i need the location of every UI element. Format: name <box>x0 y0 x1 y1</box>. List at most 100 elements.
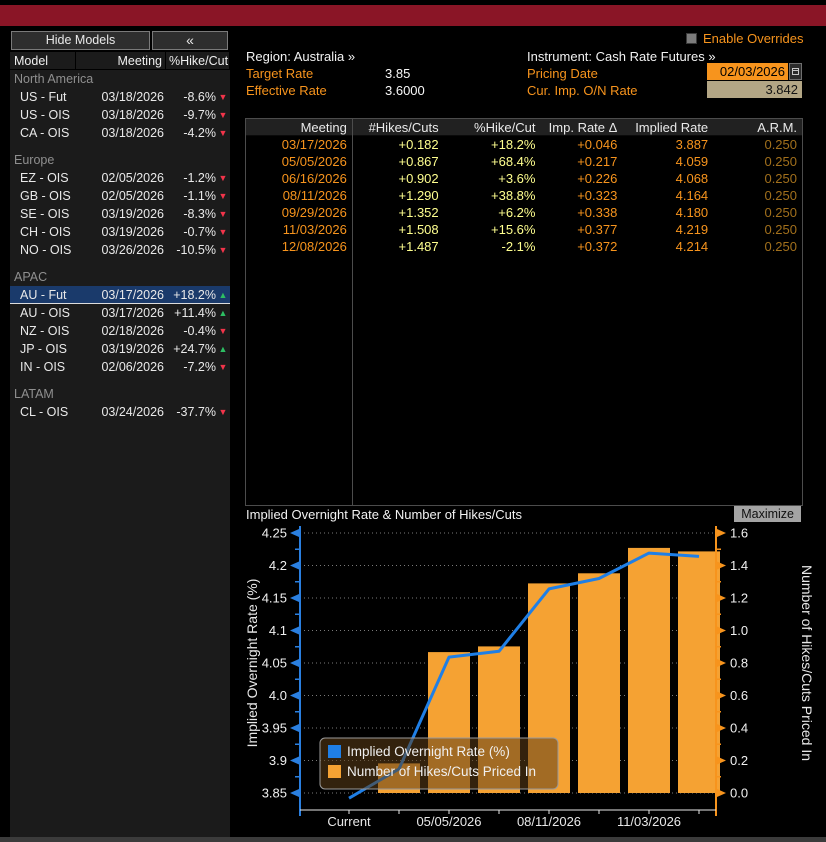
hike-cut-value: -1.2% <box>183 171 216 185</box>
table-header-row: Meeting #Hikes/Cuts %Hike/Cut Imp. Rate … <box>246 119 802 136</box>
model-row[interactable]: IN - OIS 02/06/2026 -7.2% ▼ <box>10 358 230 376</box>
right-tick-arrow-icon <box>717 789 726 797</box>
hike-cut-value: -8.3% <box>183 207 216 221</box>
enable-overrides-row: Enable Overrides <box>686 31 803 46</box>
combo-chart[interactable]: Implied Overnight Rate (%) Number of Hike… <box>240 524 826 837</box>
left-tick-label: 4.2 <box>269 558 287 573</box>
region-selector[interactable]: Region: Australia » <box>246 49 356 64</box>
table-cell: 0.250 <box>764 171 798 186</box>
header-pct-hike-cut: %Hike/Cut <box>474 120 536 135</box>
right-tick-label: 1.6 <box>730 526 748 541</box>
model-group-label: LATAM <box>14 387 54 401</box>
table-row[interactable]: 11/03/2026 +1.508 +15.6% +0.377 4.219 0.250 <box>246 221 802 238</box>
hikes-cuts-bar <box>578 573 620 793</box>
left-axis-title: Implied Overnight Rate (%) <box>244 579 260 748</box>
header-meeting: Meeting <box>300 120 347 135</box>
pricing-date-label: Pricing Date <box>527 66 598 81</box>
model-name: CL - OIS <box>20 405 69 419</box>
meeting-date: 03/18/2026 <box>101 90 164 104</box>
model-name: JP - OIS <box>20 342 68 356</box>
down-triangle-icon: ▼ <box>218 209 228 219</box>
table-cell: +1.352 <box>398 205 439 220</box>
x-tick-label: 05/05/2026 <box>416 814 481 829</box>
table-row[interactable]: 12/08/2026 +1.487 -2.1% +0.372 4.214 0.250 <box>246 238 802 255</box>
right-tick-label: 1.2 <box>730 591 748 606</box>
model-row[interactable]: SE - OIS 03/19/2026 -8.3% ▼ <box>10 205 230 223</box>
table-cell: +68.4% <box>491 154 536 169</box>
x-tick-label: 08/11/2026 <box>517 814 581 829</box>
right-tick-arrow-icon <box>717 659 726 667</box>
header-arm: A.R.M. <box>757 120 798 135</box>
model-row[interactable]: CH - OIS 03/19/2026 -0.7% ▼ <box>10 223 230 241</box>
model-row[interactable]: EZ - OIS 02/05/2026 -1.2% ▼ <box>10 169 230 187</box>
table-cell: +1.487 <box>398 239 439 254</box>
left-tick-label: 3.85 <box>262 786 287 801</box>
column-hike-cut: %Hike/Cut <box>166 52 230 70</box>
model-row[interactable]: JP - OIS 03/19/2026 +24.7% ▲ <box>10 340 230 358</box>
hike-cut-value: -10.5% <box>176 243 216 257</box>
model-name: GB - OIS <box>20 189 71 203</box>
model-name: IN - OIS <box>20 360 66 374</box>
meeting-date: 03/19/2026 <box>101 225 164 239</box>
model-row[interactable]: NZ - OIS 02/18/2026 -0.4% ▼ <box>10 322 230 340</box>
table-row[interactable]: 03/17/2026 +0.182 +18.2% +0.046 3.887 0.250 <box>246 136 802 153</box>
table-cell: +0.046 <box>577 137 618 152</box>
model-row[interactable]: NO - OIS 03/26/2026 -10.5% ▼ <box>10 241 230 259</box>
model-row[interactable]: US - Fut 03/18/2026 -8.6% ▼ <box>10 88 230 106</box>
model-row[interactable]: CL - OIS 03/24/2026 -37.7% ▼ <box>10 403 230 421</box>
legend-line-label: Implied Overnight Rate (%) <box>347 744 510 759</box>
left-tick-label: 3.95 <box>262 721 287 736</box>
maximize-button[interactable]: Maximize <box>734 506 801 522</box>
model-name: SE - OIS <box>20 207 70 221</box>
table-body: 03/17/2026 +0.182 +18.2% +0.046 3.887 0.250 05… <box>246 136 802 255</box>
column-meeting: Meeting <box>76 52 166 70</box>
up-triangle-icon: ▲ <box>218 308 228 318</box>
legend-bar-swatch <box>328 765 341 778</box>
hike-cut-value: -9.7% <box>183 108 216 122</box>
table-row[interactable]: 09/29/2026 +1.352 +6.2% +0.338 4.180 0.250 <box>246 204 802 221</box>
model-row[interactable]: CA - OIS 03/18/2026 -4.2% ▼ <box>10 124 230 142</box>
up-triangle-icon: ▲ <box>218 290 228 300</box>
left-tick-label: 4.15 <box>262 591 287 606</box>
left-tick-arrow-icon <box>290 659 299 667</box>
table-row[interactable]: 06/16/2026 +0.902 +3.6% +0.226 4.068 0.250 <box>246 170 802 187</box>
calendar-picker-button[interactable] <box>789 63 802 80</box>
cur-imp-on-rate-label: Cur. Imp. O/N Rate <box>527 83 638 98</box>
model-row[interactable]: AU - Fut 03/17/2026 +18.2% ▲ <box>10 286 230 304</box>
instrument-selector[interactable]: Instrument: Cash Rate Futures » <box>527 49 716 64</box>
left-tick-label: 4.0 <box>269 688 287 703</box>
table-cell: 12/08/2026 <box>281 239 347 254</box>
model-name: US - Fut <box>20 90 67 104</box>
x-tick-label: Current <box>327 814 371 829</box>
collapse-sidebar-button[interactable]: « <box>152 31 228 50</box>
table-column-divider <box>352 119 353 505</box>
table-cell: 08/11/2026 <box>282 188 347 203</box>
chart-titlebar: Implied Overnight Rate & Number of Hikes… <box>245 506 826 524</box>
target-rate-value: 3.85 <box>385 66 411 81</box>
table-cell: +0.377 <box>577 222 618 237</box>
right-tick-label: 0.2 <box>730 753 748 768</box>
model-group-label: Europe <box>14 153 55 167</box>
table-row[interactable]: 05/05/2026 +0.867 +68.4% +0.217 4.059 0.250 <box>246 153 802 170</box>
hikes-cuts-bar <box>678 551 720 793</box>
meeting-date: 02/18/2026 <box>101 324 164 338</box>
pricing-date-input[interactable]: 02/03/2026 <box>707 63 788 80</box>
down-triangle-icon: ▼ <box>218 92 228 102</box>
model-name: AU - OIS <box>20 306 71 320</box>
hikes-cuts-bar <box>628 547 670 793</box>
enable-overrides-checkbox[interactable] <box>686 33 697 44</box>
model-row[interactable]: GB - OIS 02/05/2026 -1.1% ▼ <box>10 187 230 205</box>
table-cell: 05/05/2026 <box>281 154 347 169</box>
chart-legend <box>319 737 559 790</box>
cur-imp-on-rate-input[interactable]: 3.842 <box>707 81 802 98</box>
hide-models-button[interactable]: Hide Models <box>11 31 150 50</box>
table-cell: +0.338 <box>577 205 618 220</box>
table-cell: 0.250 <box>764 222 798 237</box>
model-row[interactable]: US - OIS 03/18/2026 -9.7% ▼ <box>10 106 230 124</box>
hike-cut-value: +18.2% <box>173 288 216 302</box>
header-imp-rate-delta: Imp. Rate Δ <box>548 120 618 135</box>
table-cell: 0.250 <box>764 239 798 254</box>
model-row[interactable]: AU - OIS 03/17/2026 +11.4% ▲ <box>10 304 230 322</box>
sidebar-model-list: North America US - Fut 03/18/2026 -8.6% ▼ US … <box>10 70 230 421</box>
table-row[interactable]: 08/11/2026 +1.290 +38.8% +0.323 4.164 0.250 <box>246 187 802 204</box>
